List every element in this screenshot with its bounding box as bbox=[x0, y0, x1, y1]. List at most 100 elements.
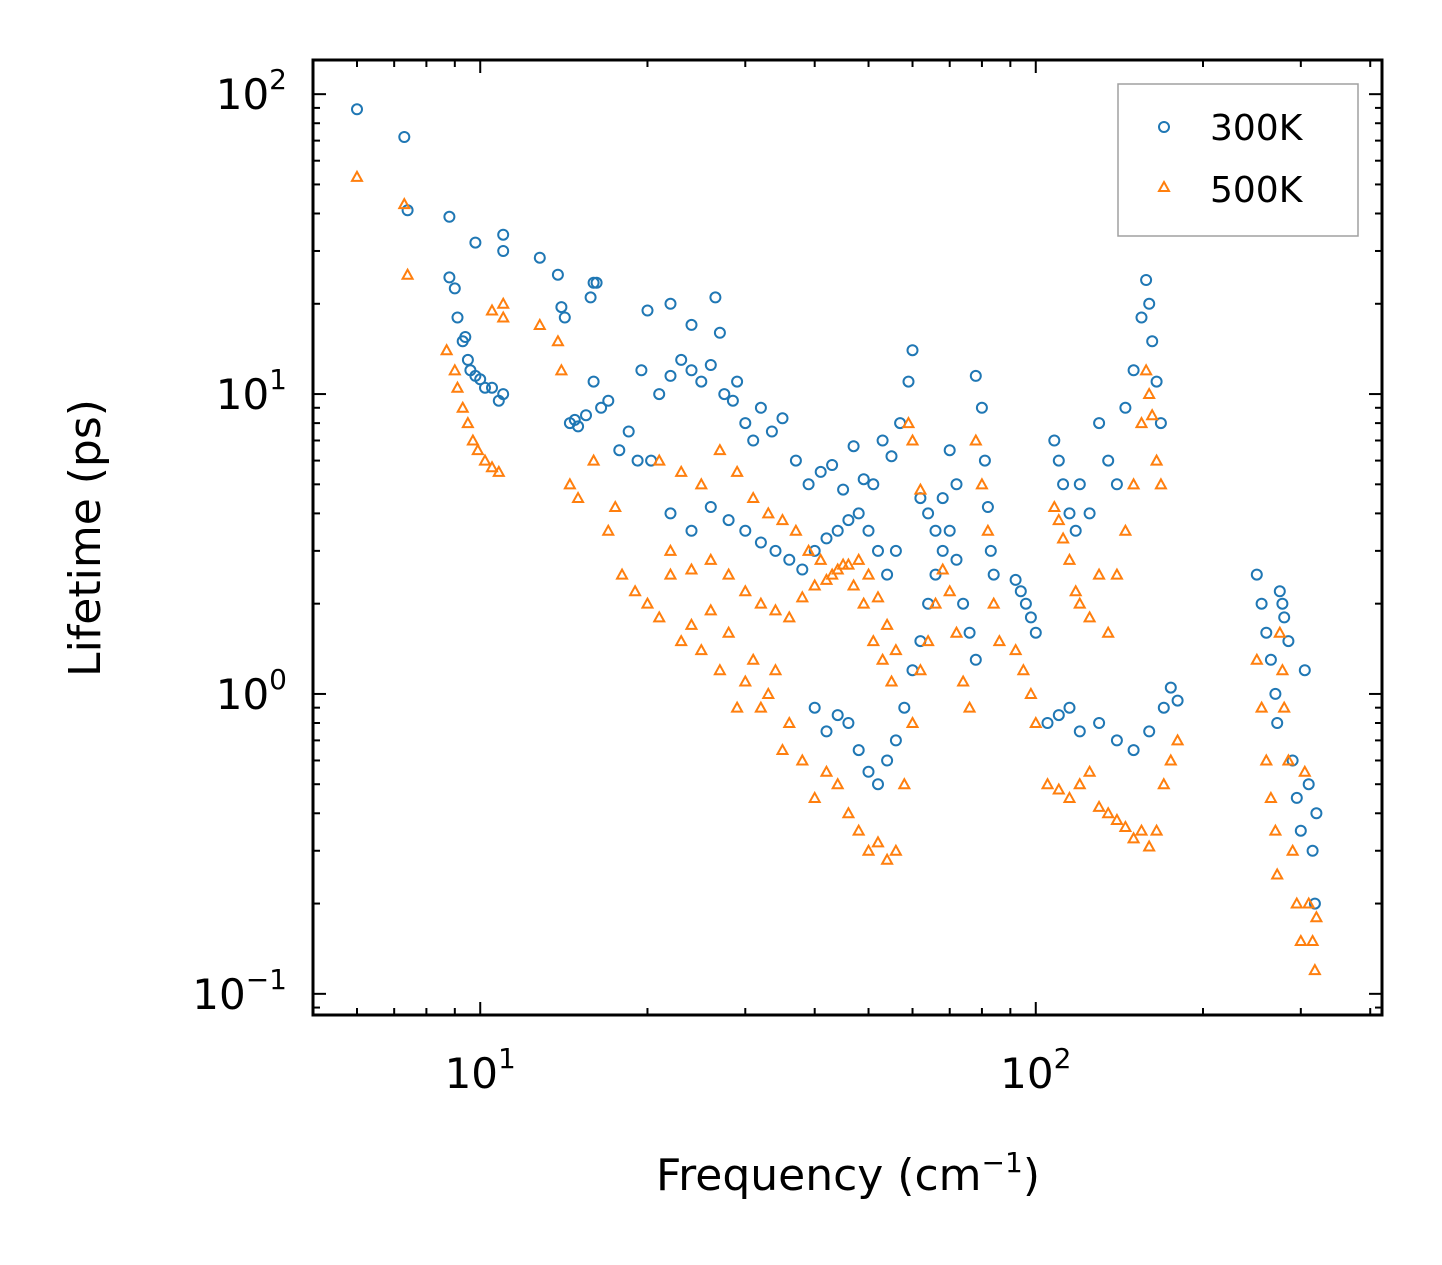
point-300K-94 bbox=[1083, 507, 1096, 520]
point-300K-7 bbox=[533, 251, 546, 264]
point-500K-24 bbox=[615, 567, 629, 580]
point-300K-135 bbox=[963, 626, 976, 639]
point-500K-99 bbox=[1082, 610, 1097, 623]
point-300K-116 bbox=[1171, 694, 1184, 707]
point-500K-98 bbox=[1073, 596, 1087, 609]
point-300K-54 bbox=[747, 434, 760, 447]
point-300K-137 bbox=[1250, 568, 1263, 581]
legend-300K-label: 300K bbox=[1210, 108, 1304, 149]
point-300K-34 bbox=[572, 420, 585, 433]
point-500K-149 bbox=[738, 584, 752, 597]
legend-frame bbox=[1117, 83, 1359, 237]
point-500K-81 bbox=[901, 416, 916, 429]
point-500K-34 bbox=[721, 625, 736, 638]
point-500K-76 bbox=[846, 578, 861, 591]
point-300K-162 bbox=[783, 553, 796, 566]
legend-300K-marker bbox=[1158, 121, 1170, 133]
point-500K-96 bbox=[1062, 552, 1077, 565]
point-300K-132 bbox=[943, 524, 956, 537]
x-axis-tick-labels: 101 102 bbox=[445, 1042, 1072, 1098]
point-300K-88 bbox=[1048, 434, 1061, 447]
point-500K-97 bbox=[1068, 584, 1083, 597]
point-300K-50 bbox=[718, 388, 731, 401]
point-500K-106 bbox=[1139, 363, 1153, 376]
point-500K-23 bbox=[608, 499, 622, 513]
point-500K-70 bbox=[775, 513, 790, 526]
point-500K-127 bbox=[1250, 652, 1264, 665]
point-300K-113 bbox=[1143, 725, 1156, 738]
point-300K-4 bbox=[469, 236, 482, 249]
point-500K-68 bbox=[746, 490, 760, 504]
point-300K-140 bbox=[1264, 653, 1277, 666]
point-300K-46 bbox=[675, 353, 688, 366]
point-300K-101 bbox=[1140, 274, 1153, 286]
point-500K-12 bbox=[492, 464, 506, 477]
point-500K-19 bbox=[563, 477, 577, 490]
point-300K-78 bbox=[975, 401, 988, 414]
point-300K-41 bbox=[631, 454, 644, 467]
point-300K-154 bbox=[1310, 807, 1323, 820]
point-500K-104 bbox=[1126, 477, 1141, 490]
point-300K-122 bbox=[862, 765, 875, 778]
point-500K-124 bbox=[1157, 777, 1171, 790]
point-300K-117 bbox=[808, 701, 821, 714]
point-500K-52 bbox=[889, 843, 903, 856]
x-axis-label-text: Frequency (cm bbox=[656, 1150, 982, 1201]
point-300K-114 bbox=[1157, 701, 1170, 714]
point-500K-80 bbox=[884, 674, 899, 687]
point-500K-44 bbox=[807, 790, 822, 803]
point-300K-81 bbox=[984, 544, 997, 557]
point-300K-20 bbox=[448, 282, 461, 295]
point-500K-101 bbox=[1101, 625, 1115, 638]
point-300K-15 bbox=[664, 297, 677, 310]
point-500K-144 bbox=[1309, 910, 1324, 923]
point-300K-93 bbox=[1073, 478, 1086, 491]
point-500K-87 bbox=[986, 596, 1001, 609]
point-300K-163 bbox=[796, 563, 809, 576]
point-300K-141 bbox=[1269, 687, 1282, 700]
point-500K-31 bbox=[694, 643, 709, 656]
point-500K-131 bbox=[1268, 823, 1283, 836]
point-300K-147 bbox=[1286, 754, 1299, 767]
point-300K-40 bbox=[622, 425, 635, 438]
point-500K-92 bbox=[1029, 715, 1043, 729]
point-300K-171 bbox=[881, 568, 894, 581]
point-500K-45 bbox=[819, 764, 834, 777]
point-500K-47 bbox=[841, 806, 856, 819]
point-500K-128 bbox=[1254, 700, 1269, 713]
point-500K-29 bbox=[674, 634, 688, 647]
point-300K-111 bbox=[1110, 734, 1123, 747]
y-axis-tick-labels: 10−1 100 101 102 bbox=[192, 63, 287, 1019]
point-500K-154 bbox=[807, 578, 822, 591]
point-500K-11 bbox=[485, 460, 499, 473]
point-500K-135 bbox=[1277, 700, 1291, 713]
point-300K-136 bbox=[969, 653, 982, 666]
point-500K-78 bbox=[866, 634, 881, 647]
y-axis-label: Lifetime (ps) bbox=[60, 399, 111, 677]
point-300K-118 bbox=[820, 725, 833, 738]
point-500K-62 bbox=[962, 700, 977, 713]
point-500K-42 bbox=[782, 715, 796, 729]
point-500K-117 bbox=[1101, 806, 1115, 819]
point-500K-59 bbox=[943, 584, 957, 597]
point-500K-7 bbox=[461, 416, 475, 429]
point-300K-18 bbox=[713, 326, 726, 339]
point-500K-67 bbox=[730, 464, 744, 477]
point-300K-45 bbox=[664, 369, 677, 382]
point-300K-36 bbox=[587, 375, 600, 388]
x-tick-label-0: 101 bbox=[445, 1042, 516, 1098]
point-500K-15 bbox=[485, 303, 499, 316]
point-300K-92 bbox=[1069, 524, 1082, 537]
point-300K-35 bbox=[580, 409, 592, 422]
x-tick-label-1: 102 bbox=[1000, 1042, 1071, 1098]
point-300K-110 bbox=[1093, 717, 1106, 729]
point-300K-98 bbox=[1119, 401, 1132, 414]
point-300K-14 bbox=[641, 304, 654, 317]
point-300K-143 bbox=[1273, 585, 1286, 598]
point-500K-3 bbox=[439, 343, 454, 356]
point-500K-2 bbox=[400, 267, 415, 280]
y-tick-label-1: 100 bbox=[216, 663, 287, 719]
point-300K-158 bbox=[722, 514, 735, 527]
point-500K-64 bbox=[674, 464, 688, 477]
